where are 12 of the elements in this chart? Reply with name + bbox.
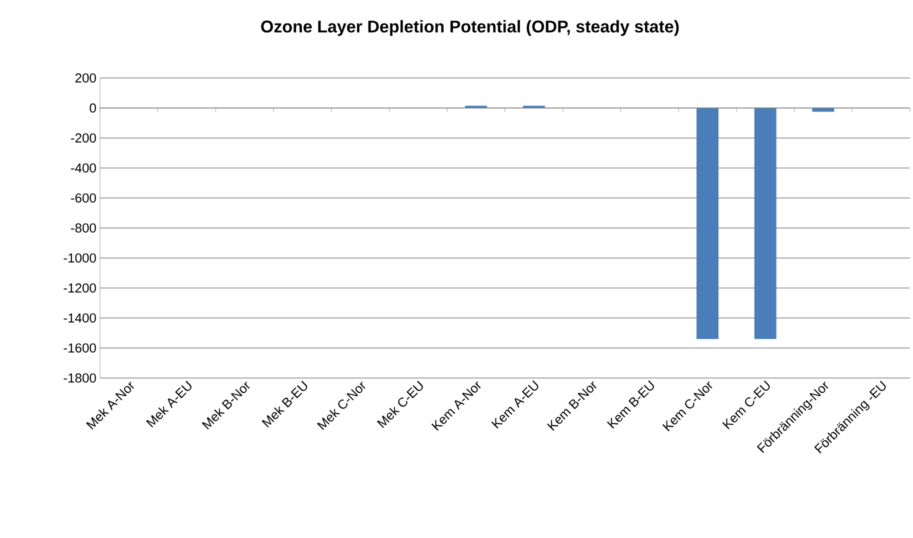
y-tick-label: -200	[71, 133, 96, 143]
chart-title: Ozone Layer Depletion Potential (ODP, steady state)	[261, 20, 679, 36]
y-tick-label: -800	[71, 223, 96, 233]
y-tick-label: 0	[90, 103, 96, 113]
y-tick-label: -1800	[64, 373, 96, 383]
y-tick-label: -1000	[64, 253, 96, 263]
y-tick-label: -1200	[64, 283, 96, 293]
y-tick-label: -1400	[64, 313, 96, 323]
y-tick-label: -400	[71, 163, 96, 173]
y-tick-label: 200	[75, 73, 96, 83]
y-tick-label: -600	[71, 193, 96, 203]
y-tick-label: -1600	[64, 343, 96, 353]
